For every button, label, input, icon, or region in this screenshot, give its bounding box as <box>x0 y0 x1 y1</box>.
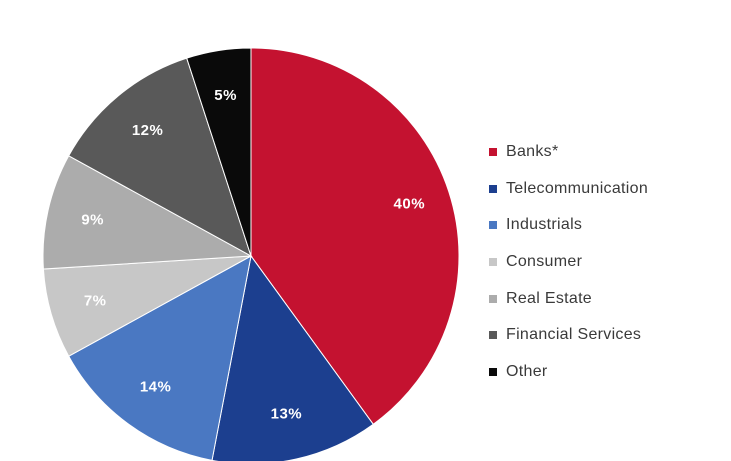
slice-value-labels: 40% 13% 14% 7% 9% 12% 5% <box>81 87 426 422</box>
legend-swatch <box>489 294 497 303</box>
legend-item-other: Other <box>489 354 648 391</box>
slice-value-label-telecommunication: 13% <box>271 405 303 422</box>
pie-slice-banks <box>250 47 460 425</box>
slice-value-label-other: 5% <box>214 87 237 104</box>
legend-item-real-estate: Real Estate <box>489 280 648 317</box>
legend-item-telecommunication: Telecommunication <box>489 171 648 208</box>
legend-item-financial-services: Financial Services <box>489 317 648 354</box>
pie-slice-industrials <box>68 255 252 461</box>
pie-slices <box>42 47 460 461</box>
legend-swatch <box>489 258 497 267</box>
legend-label: Other <box>506 362 548 380</box>
slice-value-label-industrials: 14% <box>140 378 172 395</box>
legend-label: Industrials <box>506 216 583 234</box>
legend-label: Financial Services <box>506 326 642 344</box>
legend-label: Consumer <box>506 253 583 271</box>
pie-slice-financial-services <box>68 57 252 258</box>
legend-swatch <box>489 367 497 376</box>
legend-swatch <box>489 184 497 193</box>
legend-item-consumer: Consumer <box>489 244 648 281</box>
slice-value-label-financial-services: 12% <box>132 122 164 139</box>
chart-legend: Banks* Telecommunication Industrials Consum… <box>489 134 648 390</box>
slice-value-label-banks: 40% <box>394 196 426 213</box>
legend-swatch <box>489 148 497 157</box>
pie-slice-telecommunication <box>211 254 374 461</box>
legend-item-banks: Banks* <box>489 134 648 171</box>
slice-value-label-real-estate: 9% <box>81 212 104 229</box>
legend-item-industrials: Industrials <box>489 207 648 244</box>
pie-slice-real-estate <box>42 155 253 270</box>
pie-slice-other <box>186 47 252 257</box>
legend-swatch <box>489 221 497 230</box>
slice-value-label-consumer: 7% <box>84 292 107 309</box>
legend-swatch <box>489 331 497 340</box>
legend-label: Banks* <box>506 143 559 161</box>
legend-label: Real Estate <box>506 289 593 307</box>
legend-label: Telecommunication <box>506 179 649 197</box>
